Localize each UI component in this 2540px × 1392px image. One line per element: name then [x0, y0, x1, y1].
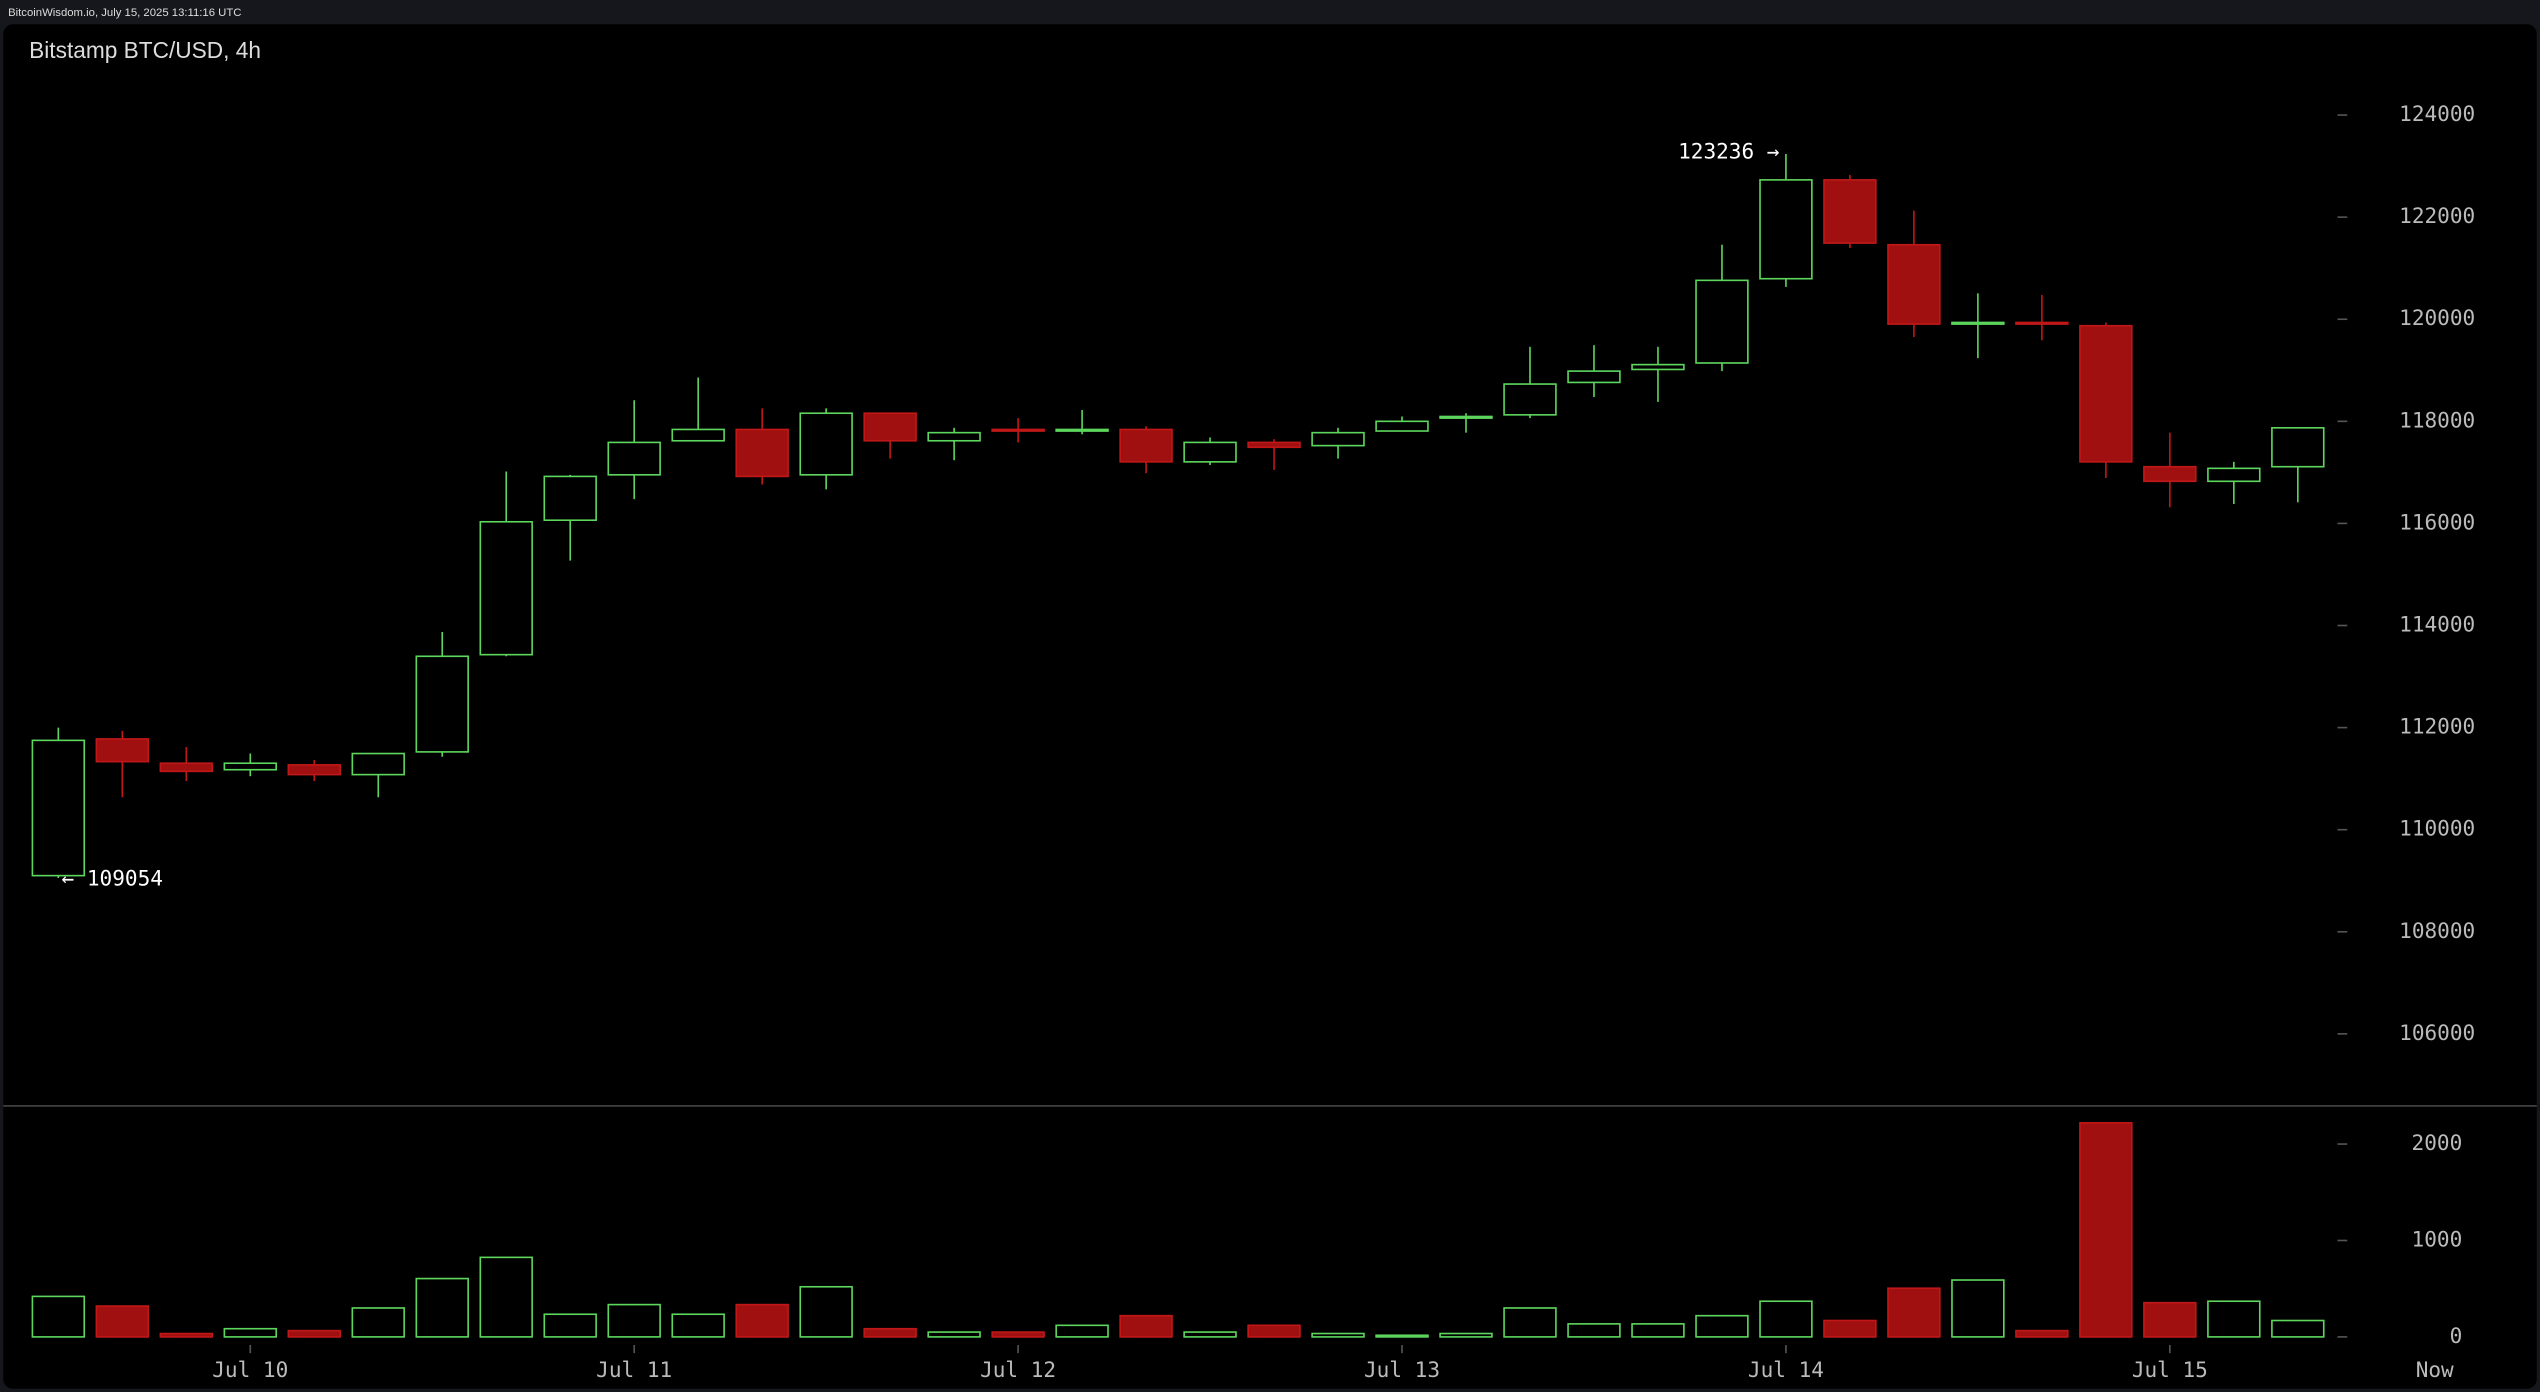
- y-tick-label: 124000: [2399, 101, 2475, 126]
- candle-body: [991, 428, 1045, 432]
- volume-bar: [1183, 1331, 1237, 1338]
- volume-bar: [735, 1303, 789, 1338]
- volume-bar: [1823, 1319, 1877, 1338]
- volume-bar: [415, 1277, 469, 1338]
- volume-bar: [607, 1303, 661, 1338]
- candle-body: [159, 762, 214, 773]
- x-tick-label: Jul 12: [980, 1357, 1056, 1382]
- volume-tick-label: 2000: [2412, 1130, 2463, 1155]
- volume-bar: [351, 1307, 405, 1338]
- candle-body: [863, 412, 917, 442]
- volume-bar: [1439, 1332, 1493, 1338]
- x-tick-label: Jul 11: [596, 1357, 672, 1382]
- candle-body: [1119, 428, 1173, 463]
- volume-bar: [287, 1329, 341, 1338]
- volume-bar: [799, 1285, 853, 1338]
- volume-bar: [1951, 1279, 2005, 1338]
- volume-bar: [1695, 1314, 1749, 1338]
- volume-bar: [1631, 1323, 1685, 1338]
- candle-body: [2207, 467, 2261, 483]
- candle-body: [1631, 363, 1685, 371]
- candle-body: [2079, 324, 2133, 463]
- volume-bar: [159, 1332, 214, 1338]
- candle-body: [735, 428, 789, 478]
- y-tick-label: 120000: [2399, 305, 2475, 330]
- candle-body: [1823, 179, 1877, 244]
- volume-bar: [543, 1313, 597, 1338]
- y-tick-label: 118000: [2399, 407, 2475, 432]
- candle-body: [415, 655, 469, 753]
- candle-body: [1951, 321, 2005, 325]
- candle-body: [1439, 415, 1493, 419]
- volume-bar: [2079, 1122, 2133, 1338]
- x-tick-label: Jul 10: [212, 1357, 288, 1382]
- chart-title: Bitstamp BTC/USD, 4h: [29, 37, 261, 63]
- volume-bar: [479, 1256, 533, 1338]
- volume-bar: [991, 1331, 1045, 1338]
- volume-bar: [1119, 1314, 1173, 1338]
- volume-bar: [95, 1305, 150, 1338]
- volume-bar: [2015, 1329, 2069, 1338]
- volume-bar: [1567, 1323, 1621, 1338]
- header: BitcoinWisdom.io, July 15, 2025 13:11:16…: [8, 7, 241, 19]
- now-label: Now: [2416, 1357, 2454, 1382]
- y-tick-label: 106000: [2399, 1020, 2475, 1045]
- y-tick-label: 112000: [2399, 714, 2475, 739]
- volume-bar: [1887, 1287, 1941, 1338]
- volume-bar: [2271, 1319, 2325, 1338]
- y-tick-label: 114000: [2399, 612, 2475, 637]
- candle-body: [927, 431, 981, 442]
- candle-body: [2271, 426, 2325, 468]
- high-annotation: 123236 →: [1678, 138, 1779, 163]
- candle-body: [287, 764, 341, 776]
- volume-bar: [1503, 1307, 1557, 1338]
- y-tick-label: 122000: [2399, 203, 2475, 228]
- volume-bar: [2143, 1301, 2197, 1338]
- candle-body: [1375, 420, 1429, 432]
- candle-body: [2143, 465, 2197, 483]
- candle-body: [1759, 179, 1813, 280]
- volume-bar: [927, 1331, 981, 1338]
- x-tick-label: Jul 14: [1748, 1357, 1824, 1382]
- candle-body: [223, 762, 278, 771]
- volume-bar: [863, 1327, 917, 1338]
- candle-body: [799, 412, 853, 476]
- candle-body: [2015, 321, 2069, 325]
- volume-bar: [1375, 1334, 1429, 1338]
- candle-body: [479, 520, 533, 656]
- candle-body: [607, 441, 661, 476]
- candle-body: [671, 428, 725, 442]
- x-tick-label: Jul 13: [1364, 1357, 1440, 1382]
- candle-body: [1311, 431, 1365, 447]
- y-tick-label: 108000: [2399, 918, 2475, 943]
- volume-bar: [31, 1295, 86, 1338]
- volume-bar: [1055, 1324, 1109, 1338]
- volume-bar: [2207, 1300, 2261, 1338]
- volume-tick-label: 0: [2450, 1323, 2463, 1348]
- candle-body: [1695, 279, 1749, 364]
- candle-body: [1055, 428, 1109, 432]
- candle-body: [1503, 383, 1557, 416]
- candle-body: [1887, 243, 1941, 325]
- candle-body: [1567, 370, 1621, 384]
- candle-body: [31, 739, 86, 877]
- volume-bar: [223, 1327, 278, 1338]
- volume-bar: [671, 1313, 725, 1338]
- volume-bar: [1247, 1324, 1301, 1338]
- volume-bar: [1759, 1300, 1813, 1338]
- candle-body: [351, 752, 405, 776]
- candle-body: [95, 738, 150, 763]
- y-tick-label: 116000: [2399, 509, 2475, 534]
- y-tick-label: 110000: [2399, 816, 2475, 841]
- chart-panel: [3, 24, 2537, 1389]
- candle-body: [1183, 441, 1237, 463]
- volume-bar: [1311, 1332, 1365, 1338]
- candle-body: [1247, 441, 1301, 449]
- candle-body: [543, 475, 597, 522]
- low-annotation: ← 109054: [62, 866, 163, 891]
- x-tick-label: Jul 15: [2132, 1357, 2208, 1382]
- volume-tick-label: 1000: [2412, 1226, 2463, 1251]
